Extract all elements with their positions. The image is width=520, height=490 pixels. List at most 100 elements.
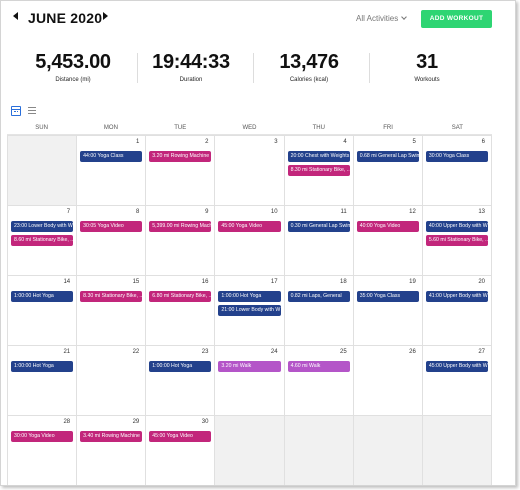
workout-chip[interactable]: 0.30 mi General Lap Swim xyxy=(287,221,350,232)
day-cell[interactable]: 21 1:00:00 Hot Yoga xyxy=(8,346,78,416)
stat-label: Distance (mi) xyxy=(55,77,91,83)
day-cell[interactable]: 19 35:00 Yoga Class xyxy=(353,276,423,346)
workout-chip[interactable]: 20:00 Chest with Weights xyxy=(287,151,350,162)
day-number: 13 xyxy=(478,209,485,215)
day-cell[interactable]: 12 40:00 Yoga Video xyxy=(353,206,423,276)
workout-chip[interactable]: 1:00:00 Hot Yoga xyxy=(149,361,212,372)
day-cell[interactable]: 5 0.68 mi General Lap Swim xyxy=(353,136,423,206)
day-cell[interactable]: 7 23:00 Lower Body with W 8.60 mi Stationa… xyxy=(8,206,78,276)
workout-chip[interactable]: 40:00 Upper Body with W xyxy=(425,221,488,232)
day-cell[interactable]: 23 1:00:00 Hot Yoga xyxy=(146,346,216,416)
previous-month-icon[interactable] xyxy=(13,12,18,20)
workout-list: 1:00:00 Hot Yoga xyxy=(149,361,212,372)
empty-day-cell xyxy=(422,416,492,485)
day-cell[interactable]: 16 6.80 mi Stationary Bike, ... xyxy=(146,276,216,346)
add-workout-button[interactable]: ADD WORKOUT xyxy=(421,10,492,28)
day-number: 6 xyxy=(481,139,485,145)
workout-chip[interactable]: 8.30 mi Stationary Bike, ... xyxy=(287,165,350,176)
workout-chip[interactable]: 23:00 Lower Body with W xyxy=(11,221,74,232)
calendar-view-icon[interactable] xyxy=(11,106,21,116)
day-cell[interactable]: 4 20:00 Chest with Weights 8.30 mi Station… xyxy=(284,136,354,206)
day-number: 7 xyxy=(66,209,71,215)
day-number: 29 xyxy=(132,419,140,425)
workout-chip[interactable]: 45:00 Upper Body with W xyxy=(425,361,488,372)
weekday-label: SAT xyxy=(451,125,463,131)
day-cell[interactable]: 6 30:00 Yoga Class xyxy=(422,136,492,206)
workout-chip[interactable]: 4.60 mi Walk xyxy=(287,361,350,372)
weekday-label: FRI xyxy=(383,125,393,131)
workout-chip[interactable]: 8.60 mi Stationary Bike, ... xyxy=(11,235,74,246)
day-cell[interactable]: 1 44:00 Yoga Class xyxy=(77,136,147,206)
day-cell[interactable]: 10 45:00 Yoga Video xyxy=(215,206,285,276)
day-cell[interactable]: 30 45:00 Yoga Video xyxy=(146,416,216,485)
day-cell[interactable]: 24 3.20 mi Walk xyxy=(215,346,285,416)
weekday-label: SUN xyxy=(35,125,48,131)
workout-chip[interactable]: 6.80 mi Stationary Bike, ... xyxy=(149,291,212,302)
weekday-label: WED xyxy=(242,125,257,131)
workout-chip[interactable]: 45:00 Yoga Video xyxy=(218,221,281,232)
day-number: 26 xyxy=(409,349,416,355)
workout-chip[interactable]: 30:05 Yoga Video xyxy=(80,221,143,232)
workout-chip[interactable]: 41:00 Upper Body with W xyxy=(425,291,488,302)
day-cell[interactable]: 14 1:00:00 Hot Yoga xyxy=(8,276,78,346)
day-number: 1 xyxy=(135,139,140,145)
workout-chip[interactable]: 5.60 mi Stationary Bike, ... xyxy=(425,235,488,246)
list-view-icon[interactable] xyxy=(28,107,36,115)
day-number: 18 xyxy=(340,279,347,285)
workout-chip[interactable]: 30:00 Yoga Video xyxy=(11,431,74,442)
weekday-header: SUN MON TUE WED THU FRI SAT xyxy=(7,121,492,135)
day-cell[interactable]: 22 xyxy=(77,346,147,416)
workout-list: 1:00:00 Hot Yoga xyxy=(11,291,74,302)
workout-chip[interactable]: 35:00 Yoga Class xyxy=(356,291,419,302)
day-cell[interactable]: 18 0.82 mi Laps, General xyxy=(284,276,354,346)
workout-chip[interactable]: 40:00 Yoga Video xyxy=(356,221,419,232)
day-number: 16 xyxy=(201,279,209,285)
workout-chip[interactable]: 30:00 Yoga Class xyxy=(425,151,488,162)
workout-chip[interactable]: 1:00:00 Hot Yoga xyxy=(11,361,74,372)
stat-label: Workouts xyxy=(414,77,440,83)
day-number: 3 xyxy=(274,139,278,145)
workout-chip[interactable]: 5,399.00 mi Rowing Machine xyxy=(149,221,212,232)
empty-day-cell xyxy=(353,416,423,485)
day-number: 5 xyxy=(412,139,416,145)
day-cell[interactable]: 8 30:05 Yoga Video xyxy=(77,206,147,276)
workout-chip[interactable]: 0.82 mi Laps, General xyxy=(287,291,350,302)
day-cell[interactable]: 26 xyxy=(353,346,423,416)
workout-list: 3.20 mi Walk xyxy=(218,361,281,372)
workout-chip[interactable]: 44:00 Yoga Class xyxy=(80,151,143,162)
workout-chip[interactable]: 3.20 mi Walk xyxy=(218,361,281,372)
workout-list: 0.82 mi Laps, General xyxy=(287,291,350,302)
day-number: 15 xyxy=(132,279,140,285)
workout-list: 40:00 Yoga Video xyxy=(356,221,419,232)
empty-day-cell xyxy=(284,416,354,485)
day-cell[interactable]: 25 4.60 mi Walk xyxy=(284,346,354,416)
day-cell[interactable]: 28 30:00 Yoga Video xyxy=(8,416,78,485)
day-cell[interactable]: 20 41:00 Upper Body with W xyxy=(422,276,492,346)
workout-list: 44:00 Yoga Class xyxy=(80,151,143,162)
activity-filter-dropdown[interactable]: All Activities xyxy=(356,14,408,23)
day-cell[interactable]: 27 45:00 Upper Body with W xyxy=(422,346,492,416)
workout-chip[interactable]: 3.40 mi Rowing Machine xyxy=(80,431,143,442)
stats-bar: 5,453.00 Distance (mi) 19:44:33 Duration… xyxy=(1,51,515,87)
workout-list: 4.60 mi Walk xyxy=(287,361,350,372)
workout-chip[interactable]: 8.30 mi Stationary Bike, ... xyxy=(80,291,143,302)
workout-list: 35:00 Yoga Class xyxy=(356,291,419,302)
day-cell[interactable]: 17 1:00:00 Hot Yoga 21:00 Lower Body with … xyxy=(215,276,285,346)
day-cell[interactable]: 29 3.40 mi Rowing Machine xyxy=(77,416,147,485)
workout-chip[interactable]: 1:00:00 Hot Yoga xyxy=(11,291,74,302)
day-cell[interactable]: 2 3.20 mi Rowing Machine xyxy=(146,136,216,206)
day-cell[interactable]: 9 5,399.00 mi Rowing Machine xyxy=(146,206,216,276)
next-month-icon[interactable] xyxy=(103,12,108,20)
workout-list: 0.68 mi General Lap Swim xyxy=(356,151,419,162)
workout-chip[interactable]: 21:00 Lower Body with W xyxy=(218,305,281,316)
day-cell[interactable]: 15 8.30 mi Stationary Bike, ... xyxy=(77,276,147,346)
day-cell[interactable]: 11 0.30 mi General Lap Swim xyxy=(284,206,354,276)
day-cell[interactable]: 13 40:00 Upper Body with W 5.60 mi Station… xyxy=(422,206,492,276)
workout-chip[interactable]: 3.20 mi Rowing Machine xyxy=(149,151,212,162)
day-number: 12 xyxy=(409,209,416,215)
day-number: 23 xyxy=(201,349,209,355)
workout-chip[interactable]: 1:00:00 Hot Yoga xyxy=(218,291,281,302)
day-cell[interactable]: 3 xyxy=(215,136,285,206)
workout-chip[interactable]: 45:00 Yoga Video xyxy=(149,431,212,442)
workout-chip[interactable]: 0.68 mi General Lap Swim xyxy=(356,151,419,162)
